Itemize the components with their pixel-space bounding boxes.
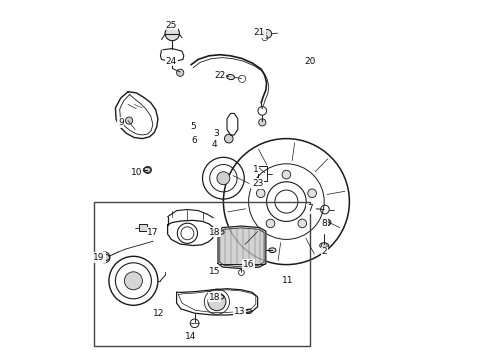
Text: 25: 25: [166, 21, 177, 30]
Circle shape: [282, 170, 291, 179]
Circle shape: [99, 252, 110, 263]
Circle shape: [217, 172, 230, 185]
Text: 22: 22: [214, 71, 225, 80]
Bar: [139, 224, 147, 231]
Text: 5: 5: [190, 122, 196, 131]
Circle shape: [208, 293, 226, 311]
Circle shape: [266, 219, 275, 228]
Circle shape: [308, 189, 317, 198]
Ellipse shape: [227, 75, 235, 80]
Ellipse shape: [322, 219, 331, 226]
Text: 21: 21: [254, 28, 265, 37]
Text: 8: 8: [321, 219, 327, 228]
Text: 4: 4: [212, 140, 217, 149]
Circle shape: [321, 243, 327, 248]
Circle shape: [176, 69, 184, 76]
Polygon shape: [218, 226, 266, 269]
Circle shape: [263, 30, 271, 38]
Circle shape: [298, 219, 307, 228]
Ellipse shape: [217, 295, 224, 299]
Text: 11: 11: [282, 276, 294, 285]
Text: 18: 18: [209, 228, 220, 237]
Text: 17: 17: [147, 228, 159, 237]
Circle shape: [259, 119, 266, 126]
Text: 12: 12: [153, 309, 164, 318]
Text: 13: 13: [234, 307, 245, 316]
Text: 14: 14: [185, 332, 196, 341]
Circle shape: [144, 166, 151, 174]
Text: 18: 18: [209, 292, 220, 302]
Ellipse shape: [217, 230, 224, 234]
Ellipse shape: [269, 248, 276, 253]
Text: 9: 9: [118, 118, 123, 127]
Text: 16: 16: [243, 260, 254, 269]
Text: 20: 20: [304, 57, 316, 66]
Text: 19: 19: [94, 253, 105, 262]
Circle shape: [256, 189, 265, 198]
Circle shape: [125, 117, 133, 124]
Bar: [94, 202, 310, 346]
Text: 10: 10: [131, 168, 143, 177]
Circle shape: [124, 272, 143, 290]
Text: 15: 15: [209, 267, 220, 276]
Text: 7: 7: [307, 204, 313, 213]
Text: 2: 2: [321, 248, 327, 256]
Circle shape: [165, 26, 179, 41]
Text: 24: 24: [166, 57, 177, 66]
Text: 3: 3: [213, 129, 219, 138]
Bar: [258, 166, 267, 181]
Text: 23: 23: [252, 179, 263, 188]
Ellipse shape: [245, 309, 252, 314]
Text: 1: 1: [253, 165, 259, 174]
Text: 6: 6: [192, 136, 197, 145]
Circle shape: [224, 134, 233, 143]
